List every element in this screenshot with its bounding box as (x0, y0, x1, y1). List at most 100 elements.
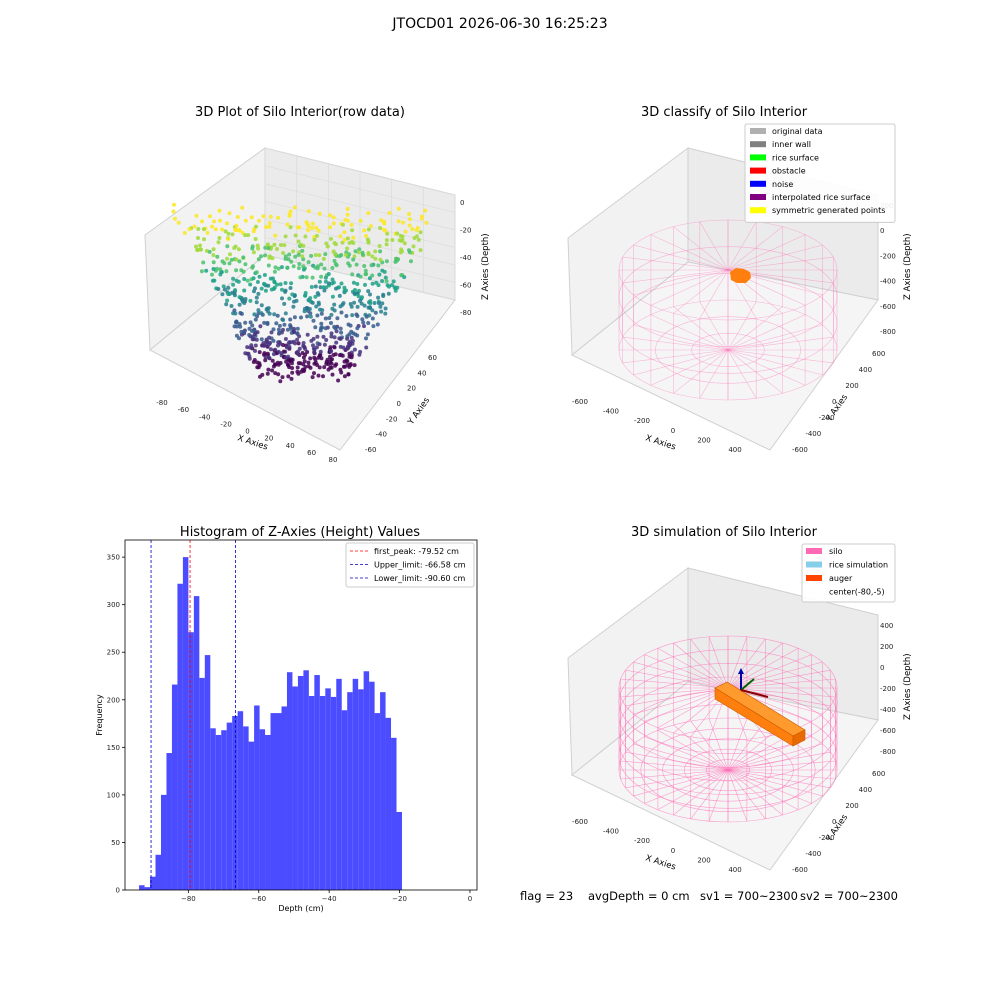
panel1-point (262, 273, 267, 277)
panel1-point (313, 253, 318, 257)
silo-roof-spoke (633, 661, 729, 689)
histogram-bar (286, 672, 293, 890)
panel1-point (331, 353, 336, 357)
histogram-bar (314, 675, 320, 890)
panel1-point (368, 224, 373, 229)
panel1-point (311, 318, 316, 323)
panel1-point (306, 224, 311, 228)
panel1-point (276, 349, 281, 354)
panel1-point (327, 281, 331, 286)
panel1-point (300, 254, 305, 259)
panel1-point (227, 261, 232, 266)
panel1-point (370, 308, 375, 313)
panel1-point (245, 351, 250, 356)
histogram-bar (248, 741, 255, 890)
silo-floor-spoke (644, 736, 729, 771)
panel1-point (292, 205, 297, 210)
panel1-point (236, 247, 241, 252)
panel1-point (276, 327, 281, 332)
silo-floor-spoke (673, 349, 729, 394)
panel2-z-tick: -800 (880, 328, 896, 336)
panel3-legend-box (345, 542, 475, 588)
silo-floor-spoke (644, 769, 729, 804)
panel1-point (246, 233, 251, 238)
panel1-point (267, 224, 272, 229)
panel2-floor-pane (571, 261, 879, 451)
histogram-bar (182, 557, 189, 890)
histogram-bar (221, 730, 227, 890)
panel1-point (326, 362, 331, 367)
panel4-silo-wireframe (618, 635, 838, 823)
histogram-bar (319, 695, 326, 890)
panel1-point (300, 248, 305, 253)
panel1-point (311, 343, 315, 348)
silo-floor-spoke (727, 301, 757, 351)
panel1-point (196, 236, 200, 240)
panel4-z-tick: 400 (880, 622, 893, 630)
silo-roof-spoke (699, 221, 729, 271)
histogram-bar (396, 812, 402, 890)
panel1-point (236, 279, 241, 284)
y-tick-label: 0 (116, 887, 120, 895)
panel1-point (360, 295, 364, 300)
legend-label: symmetric generated points (772, 206, 885, 215)
silo-floor-spoke (620, 769, 729, 780)
panel1-point (259, 337, 264, 342)
panel1-point (225, 298, 230, 303)
panel1-point (278, 379, 283, 384)
silo-roof-spoke (622, 269, 729, 284)
panel1-point (290, 292, 295, 297)
panel1-point (383, 228, 388, 233)
panel1-point (288, 317, 293, 322)
panel1-point (217, 236, 222, 240)
panel1-point (275, 247, 279, 251)
panel1-point (303, 364, 308, 369)
panel1-point (364, 336, 368, 341)
panel1-point (253, 317, 258, 322)
panel4-auger (714, 681, 806, 747)
panel1-point (362, 324, 366, 329)
panel1-point (358, 349, 363, 354)
panel1-point (310, 226, 315, 230)
panel1-point (243, 218, 248, 223)
panel1-point (315, 363, 320, 367)
panel1-point (235, 215, 240, 219)
panel1-point (253, 343, 258, 348)
panel1-point (258, 324, 263, 329)
panel1-point (355, 326, 360, 331)
panel1-point (222, 287, 227, 292)
silo-roof-spoke (708, 636, 729, 689)
panel1-point (207, 214, 212, 219)
panel3-frame (124, 539, 478, 891)
panel1-point (297, 334, 302, 339)
histogram-bar (391, 737, 397, 890)
silo-roof-spoke (622, 256, 729, 271)
panel1-point (293, 233, 298, 238)
panel1-point (323, 279, 328, 284)
panel1-y-tick: 20 (407, 385, 416, 393)
panel1-point (265, 306, 270, 311)
panel1-x-tick: 20 (264, 435, 273, 443)
panel1-point (306, 209, 311, 214)
y-tick-label: 100 (107, 791, 120, 799)
panel1-point (332, 302, 337, 307)
silo-floor-spoke (727, 349, 806, 386)
panel1-point (416, 237, 421, 242)
panel1-point (250, 323, 255, 328)
panel1-point (383, 275, 388, 280)
panel1-point (309, 285, 314, 289)
panel2-y-tick: -200 (819, 414, 835, 422)
silo-floor-spoke (690, 720, 729, 771)
panel1-point (347, 343, 352, 348)
panel1-point (277, 323, 282, 328)
panel2-x-tick: 0 (671, 427, 675, 435)
panel1-point (310, 221, 315, 226)
panel1-point (303, 352, 308, 357)
panel2-y-tick: 600 (872, 350, 885, 358)
panel1-point (370, 316, 375, 321)
panel1-point (302, 359, 307, 364)
panel1-point (316, 228, 321, 233)
y-tick-label: 350 (107, 554, 120, 562)
panel4-zlabel: Z Axies (Depth) (903, 653, 913, 720)
panel1-point (312, 371, 316, 376)
